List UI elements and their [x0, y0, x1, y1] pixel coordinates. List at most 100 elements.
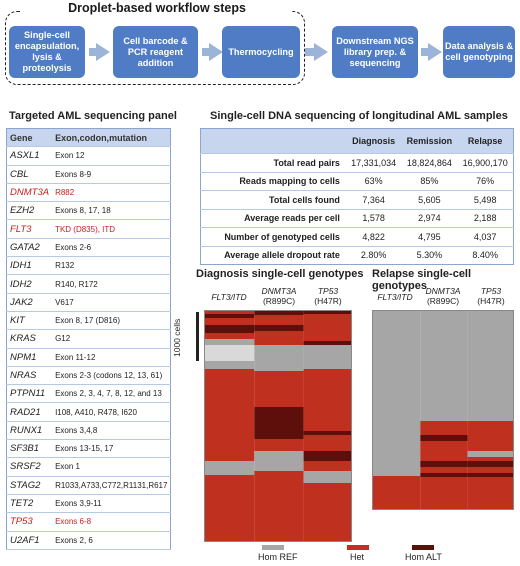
diagnosis-col-dnmt3a: DNMT3A (R899C) [261, 286, 297, 306]
panel-gene: TP53 [6, 512, 53, 532]
stats-value: 5,605 [401, 190, 458, 209]
panel-detail: Exons 8-9 [52, 165, 171, 184]
genotype-block [420, 477, 468, 509]
genotype-block [467, 451, 513, 457]
panel-gene: TET2 [6, 494, 53, 514]
stats-value: 7,364 [345, 190, 402, 209]
panel-gene: RUNX1 [6, 421, 53, 441]
stats-value: 4,037 [457, 227, 514, 246]
panel-gene: SF3B1 [6, 439, 53, 459]
stats-header-relapse: Relapse [457, 128, 514, 154]
diagnosis-col-flt3: FLT3/ITD [211, 292, 247, 302]
stats-label: Average allele dropout rate [200, 245, 346, 265]
legend-het: Het [350, 552, 365, 562]
relapse-col-dnmt3a: DNMT3A (R899C) [425, 286, 461, 306]
genotype-block [205, 361, 255, 369]
diagnosis-heatmap-title: Diagnosis single-cell genotypes [196, 268, 364, 280]
panel-detail: Exons 8, 17, 18 [52, 201, 171, 221]
panel-title: Targeted AML sequencing panel [9, 110, 177, 122]
arrow-icon [314, 43, 328, 61]
genotype-block [303, 369, 351, 431]
stats-value: 4,795 [401, 227, 458, 246]
arrow-icon [89, 48, 97, 56]
panel-row: STAG2 R1033,A733,C772,R1131,R617 [6, 476, 171, 495]
genotype-block [303, 461, 351, 471]
panel-detail: Exons 2-3 (codons 12, 13, 61) [52, 366, 171, 386]
panel-gene: KRAS [6, 329, 53, 349]
arrow-icon [421, 48, 429, 56]
genotype-block [467, 457, 513, 461]
panel-gene: NRAS [6, 366, 53, 386]
panel-row: U2AF1 Exons 2, 6 [6, 531, 171, 550]
panel-gene: U2AF1 [6, 531, 53, 550]
relapse-col-flt3: FLT3/ITD [377, 292, 413, 302]
legend-swatch-hom-ref [262, 545, 284, 550]
panel-gene: DNMT3A [6, 183, 53, 203]
stats-value: 2,188 [457, 208, 514, 228]
panel-gene: STAG2 [6, 476, 53, 495]
panel-row: ASXL1 Exon 12 [6, 146, 171, 166]
panel-gene: NPM1 [6, 348, 53, 367]
genotype-block [303, 431, 351, 435]
panel-detail: I108, A410, R478, I620 [52, 402, 171, 422]
genotype-block [373, 476, 421, 509]
relapse-col-tp53: TP53 (H47R) [477, 286, 505, 306]
genotype-block [303, 341, 351, 345]
stats-header-diagnosis: Diagnosis [345, 128, 402, 154]
genotype-block [303, 435, 351, 451]
panel-row: PTPN11 Exons 2, 3, 4, 7, 8, 12, and 13 [6, 384, 171, 404]
genotype-block [373, 311, 421, 476]
genotype-block [467, 477, 513, 509]
genotype-block [254, 311, 304, 315]
arrow-icon [96, 43, 110, 61]
panel-gene: GATA2 [6, 238, 53, 258]
panel-detail: Exons 6-8 [52, 512, 171, 532]
genotype-block [205, 475, 255, 541]
panel-detail: Exon 1 [52, 457, 171, 477]
stats-label: Reads mapping to cells [200, 171, 346, 191]
stats-header-remission: Remission [401, 128, 458, 154]
genotype-block [420, 311, 468, 421]
panel-detail: Exons 3,9-11 [52, 494, 171, 514]
genotype-block [467, 467, 513, 473]
panel-gene: SRSF2 [6, 457, 53, 477]
genotype-block [205, 318, 255, 325]
stats-value: 76% [457, 171, 514, 191]
diagnosis-col-tp53: TP53 (H47R) [314, 286, 342, 306]
panel-row: SRSF2 Exon 1 [6, 457, 171, 477]
legend-hom-alt: Hom ALT [405, 552, 442, 562]
stats-row: Average reads per cell 1,578 2,974 2,188 [200, 208, 514, 228]
panel-header-gene: Gene [6, 128, 53, 148]
panel-gene: CBL [6, 165, 53, 184]
panel-row: IDH1 R132 [6, 256, 171, 276]
stats-label: Number of genotyped cells [200, 227, 346, 246]
genotype-block [254, 439, 304, 451]
workflow-title: Droplet-based workflow steps [22, 1, 292, 15]
workflow-step-thermocycling: Thermocycling [222, 26, 300, 78]
panel-detail: G12 [52, 329, 171, 349]
genotype-block [420, 421, 468, 435]
genotype-block [254, 471, 304, 541]
genotype-block [420, 467, 468, 473]
genotype-block [420, 435, 468, 441]
stats-value: 5.30% [401, 245, 458, 265]
panel-row: KRAS G12 [6, 329, 171, 349]
genotype-block [254, 345, 304, 371]
legend-hom-ref: Hom REF [258, 552, 298, 562]
panel-detail: Exons 2, 6 [52, 531, 171, 550]
genotype-block [254, 419, 304, 439]
panel-detail: Exon 12 [52, 146, 171, 166]
panel-row: IDH2 R140, R172 [6, 274, 171, 294]
panel-detail: TKD (D835), ITD [52, 219, 171, 239]
panel-gene: JAK2 [6, 293, 53, 312]
panel-gene: KIT [6, 311, 53, 331]
panel-table: Gene Exon,codon,mutation ASXL1 Exon 12 CBL… [6, 128, 172, 550]
panel-row: NPM1 Exon 11-12 [6, 348, 171, 367]
panel-gene: PTPN11 [6, 384, 53, 404]
stats-row: Number of genotyped cells 4,822 4,795 4,037 [200, 227, 514, 246]
stats-value: 1,578 [345, 208, 402, 228]
genotype-block [420, 473, 468, 477]
arrow-icon [428, 43, 442, 61]
stats-value: 63% [345, 171, 402, 191]
panel-row: RAD21 I108, A410, R478, I620 [6, 402, 171, 422]
